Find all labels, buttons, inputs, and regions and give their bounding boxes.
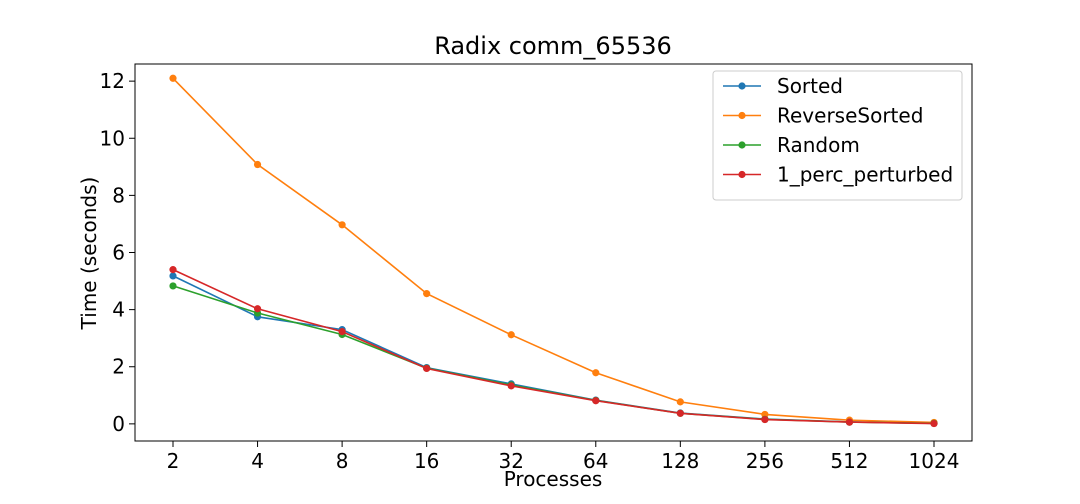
series-1 <box>169 74 938 427</box>
data-point-3-2 <box>338 328 346 336</box>
plot-frame <box>134 63 973 442</box>
x-tick-label-8: 512 <box>830 449 868 473</box>
series-line-0 <box>172 275 935 425</box>
legend-label-2: Random <box>777 133 860 157</box>
chart-title: Radix comm_65536 <box>434 32 672 60</box>
x-tick-label-5: 64 <box>583 449 608 473</box>
x-tick-label-1: 4 <box>251 449 264 473</box>
legend-swatch-marker-3 <box>738 170 746 179</box>
legend-swatch-marker-1 <box>738 111 746 120</box>
data-point-3-7 <box>761 415 769 424</box>
data-point-3-9 <box>930 419 938 428</box>
series-line-1 <box>172 77 935 424</box>
data-point-1-2 <box>338 221 346 229</box>
x-axis-label: Processes <box>504 467 603 491</box>
x-axis-ticks: 2 4 8 16 32 64 128 256 512 1024 <box>167 441 960 473</box>
y-tick-label-3: 6 <box>112 241 125 265</box>
legend-swatch-marker-2 <box>738 141 746 149</box>
legend-label-3: 1_perc_perturbed <box>777 163 953 187</box>
series-3 <box>169 266 938 428</box>
y-tick-label-6: 12 <box>100 69 125 93</box>
data-point-3-3 <box>423 364 431 373</box>
x-tick-label-6: 128 <box>661 449 699 473</box>
data-point-1-3 <box>423 290 431 298</box>
series-0 <box>169 272 938 427</box>
legend-box <box>712 70 963 201</box>
legend-label-0: Sorted <box>777 74 843 98</box>
x-tick-label-3: 16 <box>414 449 439 473</box>
series-group <box>169 74 938 428</box>
x-tick-label-0: 2 <box>167 449 180 473</box>
data-point-2-0 <box>169 282 177 290</box>
data-point-3-4 <box>507 382 515 390</box>
legend-swatch-marker-0 <box>738 82 746 90</box>
data-point-1-6 <box>676 398 684 406</box>
x-tick-label-9: 1024 <box>909 449 960 473</box>
y-tick-label-2: 4 <box>112 298 125 322</box>
data-point-3-8 <box>845 418 854 426</box>
data-point-3-6 <box>676 409 684 417</box>
data-point-1-0 <box>169 74 177 82</box>
series-line-3 <box>172 268 935 425</box>
data-point-3-0 <box>169 266 177 274</box>
legend: Sorted ReverseSorted Random 1_perc_perturbe… <box>712 70 963 201</box>
y-tick-label-5: 10 <box>100 126 125 150</box>
y-tick-label-0: 0 <box>112 412 125 436</box>
data-point-1-5 <box>592 369 600 377</box>
data-point-3-5 <box>592 397 600 405</box>
legend-label-1: ReverseSorted <box>777 104 923 128</box>
y-axis-ticks: 0 2 4 6 8 10 12 <box>100 69 135 436</box>
data-point-1-1 <box>253 160 262 169</box>
x-tick-label-7: 256 <box>746 449 784 473</box>
data-point-1-4 <box>507 331 515 339</box>
data-point-0-0 <box>169 272 177 280</box>
y-tick-label-1: 2 <box>112 355 125 379</box>
data-point-3-1 <box>253 305 262 313</box>
y-axis-label: Time (seconds) <box>77 177 101 331</box>
x-tick-label-4: 32 <box>498 449 523 473</box>
y-tick-label-4: 8 <box>112 183 125 207</box>
x-tick-label-2: 8 <box>336 449 349 473</box>
